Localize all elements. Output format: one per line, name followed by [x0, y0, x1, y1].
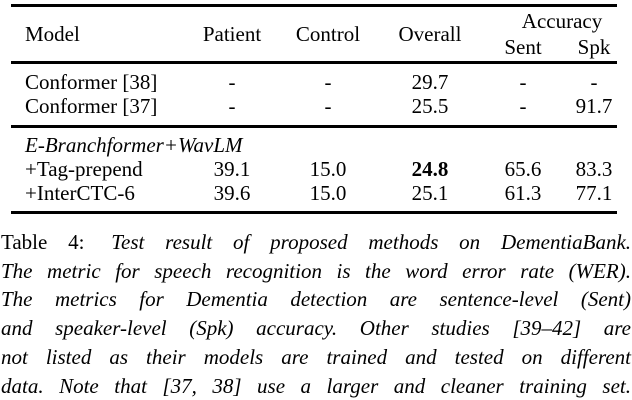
col-header-sent: Sent: [504, 34, 542, 59]
cell-model: +Tag-prepend: [25, 157, 143, 181]
cell-patient: 39.6: [213, 181, 251, 205]
cell-control: 15.0: [309, 181, 347, 205]
table-row: Conformer [37] - - 25.5 - 91.7: [11, 93, 617, 127]
col-header-overall: Overall: [398, 21, 462, 46]
caption-line: The metrics for Dementia detection are s…: [1, 287, 631, 312]
col-header-accuracy: Accuracy: [521, 8, 603, 33]
group-subheader-row: E-Branchformer+WavLM: [11, 126, 617, 159]
caption-text: Test result of proposed methods on Demen…: [111, 230, 632, 254]
cell-model: Conformer [38]: [25, 69, 158, 94]
caption-line: data. Note that [37, 38] use a larger an…: [1, 373, 631, 398]
caption-line: The metric for speech recognition is the…: [1, 258, 631, 283]
cell-overall-best: 24.8: [411, 157, 449, 181]
cell-patient: -: [228, 69, 236, 94]
table-row: Conformer [38] - - 29.7 - -: [11, 63, 617, 96]
cell-patient: 39.1: [213, 157, 251, 181]
cell-sent: 65.6: [504, 157, 542, 181]
proposed-group: E-Branchformer+WavLM +Tag-prepend 39.1 1…: [11, 126, 617, 213]
group-subheader-label: E-Branchformer+WavLM: [25, 133, 243, 157]
cell-control: -: [324, 93, 332, 118]
caption-line: and speaker-level (Spk) accuracy. Other …: [1, 316, 631, 341]
cell-overall: 25.1: [411, 181, 449, 205]
table-header: Model Patient Control Overall Accuracy S…: [11, 6, 618, 63]
cell-model: +InterCTC-6: [25, 181, 135, 205]
cell-spk: 83.3: [575, 157, 613, 181]
caption-line: not listed as their models are trained a…: [1, 344, 631, 369]
col-header-spk: Spk: [577, 34, 611, 59]
cell-sent: -: [519, 69, 527, 94]
cell-overall: 25.5: [411, 93, 449, 118]
results-table: Model Patient Control Overall Accuracy S…: [11, 4, 618, 214]
caption-line: Table 4: Test result of proposed methods…: [1, 228, 631, 257]
cell-control: 15.0: [309, 157, 347, 181]
cell-sent: -: [519, 93, 527, 118]
cell-overall: 29.7: [411, 69, 449, 94]
cell-patient: -: [228, 93, 236, 118]
cell-control: -: [324, 69, 332, 94]
cell-spk: 91.7: [575, 93, 613, 118]
col-header-control: Control: [295, 21, 361, 46]
cell-model: Conformer [37]: [25, 93, 158, 118]
table-row: +Tag-prepend 39.1 15.0 24.8 65.6 83.3: [11, 159, 617, 183]
baseline-group: Conformer [38] - - 29.7 - - Conformer [3…: [11, 63, 618, 127]
cell-sent: 61.3: [504, 181, 542, 205]
col-header-model: Model: [25, 21, 80, 46]
table-row: +InterCTC-6 39.6 15.0 25.1 61.3 77.1: [11, 183, 617, 213]
col-header-patient: Patient: [202, 21, 262, 46]
table-caption: Table 4: Test result of proposed methods…: [1, 228, 631, 400]
cell-spk: -: [590, 69, 598, 94]
caption-label: Table 4:: [1, 230, 85, 254]
cell-spk: 77.1: [575, 181, 613, 205]
